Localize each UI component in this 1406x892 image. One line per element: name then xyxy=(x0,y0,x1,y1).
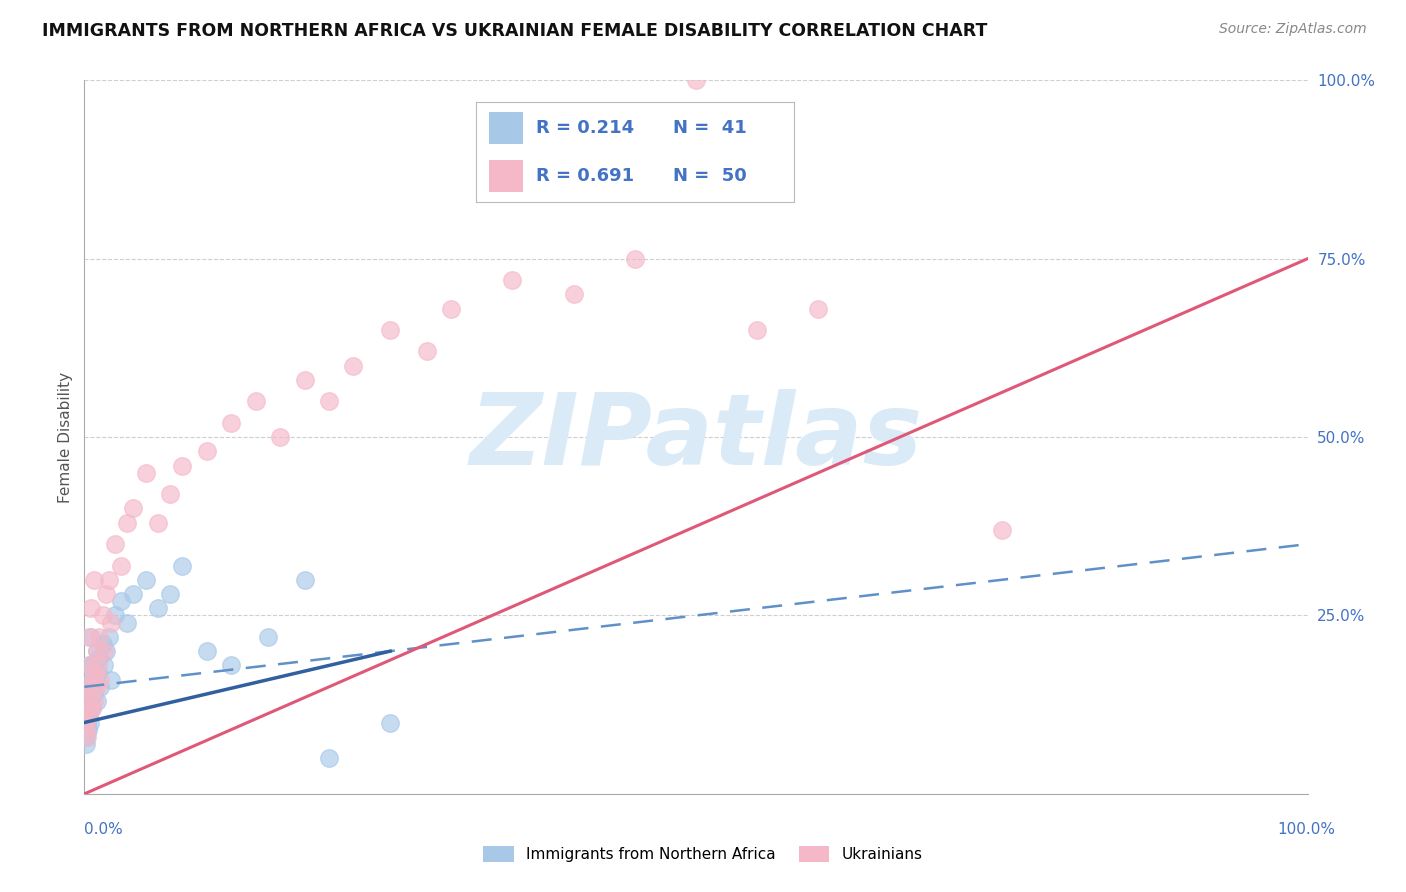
Text: 0.0%: 0.0% xyxy=(84,822,124,837)
Point xyxy=(195,444,218,458)
Point xyxy=(195,644,218,658)
Point xyxy=(122,501,145,516)
Point xyxy=(93,644,115,658)
Point xyxy=(87,630,110,644)
Point xyxy=(76,730,98,744)
Point xyxy=(79,680,101,694)
Point xyxy=(97,573,120,587)
Point xyxy=(146,516,169,530)
Point xyxy=(100,615,122,630)
Point xyxy=(135,466,157,480)
Legend: Immigrants from Northern Africa, Ukrainians: Immigrants from Northern Africa, Ukraini… xyxy=(478,840,928,868)
Point xyxy=(96,587,118,601)
Point xyxy=(76,701,98,715)
Point xyxy=(79,658,101,673)
Point xyxy=(269,430,291,444)
Point xyxy=(86,644,108,658)
Point xyxy=(146,601,169,615)
Point xyxy=(747,323,769,337)
Point xyxy=(77,630,100,644)
Point xyxy=(75,723,97,737)
Point xyxy=(97,630,120,644)
Point xyxy=(257,630,280,644)
Point xyxy=(77,687,100,701)
Point xyxy=(77,658,100,673)
Point xyxy=(91,608,114,623)
Point xyxy=(80,630,103,644)
Point xyxy=(294,373,316,387)
Point xyxy=(685,73,707,87)
Point xyxy=(75,715,97,730)
Point xyxy=(294,573,316,587)
Point xyxy=(440,301,463,316)
Point xyxy=(562,287,585,301)
Point xyxy=(79,715,101,730)
Point xyxy=(80,701,103,715)
Point xyxy=(86,694,108,708)
Point xyxy=(624,252,647,266)
Point xyxy=(115,615,138,630)
Point xyxy=(87,658,110,673)
Point xyxy=(172,558,194,573)
Point xyxy=(318,394,340,409)
Point xyxy=(80,601,103,615)
Point xyxy=(135,573,157,587)
Text: IMMIGRANTS FROM NORTHERN AFRICA VS UKRAINIAN FEMALE DISABILITY CORRELATION CHART: IMMIGRANTS FROM NORTHERN AFRICA VS UKRAI… xyxy=(42,22,987,40)
Point xyxy=(86,680,108,694)
Point xyxy=(219,658,242,673)
Point xyxy=(991,523,1014,537)
Y-axis label: Female Disability: Female Disability xyxy=(58,371,73,503)
Point xyxy=(159,587,181,601)
Point xyxy=(84,665,107,680)
Point xyxy=(93,658,115,673)
Point xyxy=(77,708,100,723)
Point xyxy=(83,687,105,701)
Point xyxy=(342,359,364,373)
Point xyxy=(380,323,402,337)
Point xyxy=(104,537,127,551)
Point xyxy=(416,344,439,359)
Point xyxy=(501,273,523,287)
Point xyxy=(87,651,110,665)
Point xyxy=(82,658,104,673)
Point xyxy=(75,737,97,751)
Point xyxy=(77,694,100,708)
Point xyxy=(91,637,114,651)
Point xyxy=(77,708,100,723)
Point xyxy=(80,701,103,715)
Point xyxy=(86,644,108,658)
Point xyxy=(84,673,107,687)
Point xyxy=(87,665,110,680)
Point xyxy=(318,751,340,765)
Text: ZIPatlas: ZIPatlas xyxy=(470,389,922,485)
Point xyxy=(110,594,132,608)
Point xyxy=(110,558,132,573)
Point xyxy=(115,516,138,530)
Point xyxy=(100,673,122,687)
Point xyxy=(79,687,101,701)
Point xyxy=(82,673,104,687)
Point xyxy=(83,694,105,708)
Point xyxy=(104,608,127,623)
Point xyxy=(245,394,267,409)
Point xyxy=(122,587,145,601)
Point xyxy=(89,680,111,694)
Point xyxy=(76,715,98,730)
Point xyxy=(77,680,100,694)
Point xyxy=(807,301,830,316)
Point xyxy=(80,673,103,687)
Point xyxy=(77,701,100,715)
Text: Source: ZipAtlas.com: Source: ZipAtlas.com xyxy=(1219,22,1367,37)
Point xyxy=(96,644,118,658)
Point xyxy=(75,730,97,744)
Point xyxy=(77,723,100,737)
Point xyxy=(89,673,111,687)
Point xyxy=(380,715,402,730)
Point xyxy=(83,573,105,587)
Text: 100.0%: 100.0% xyxy=(1278,822,1336,837)
Point xyxy=(159,487,181,501)
Point xyxy=(172,458,194,473)
Point xyxy=(219,416,242,430)
